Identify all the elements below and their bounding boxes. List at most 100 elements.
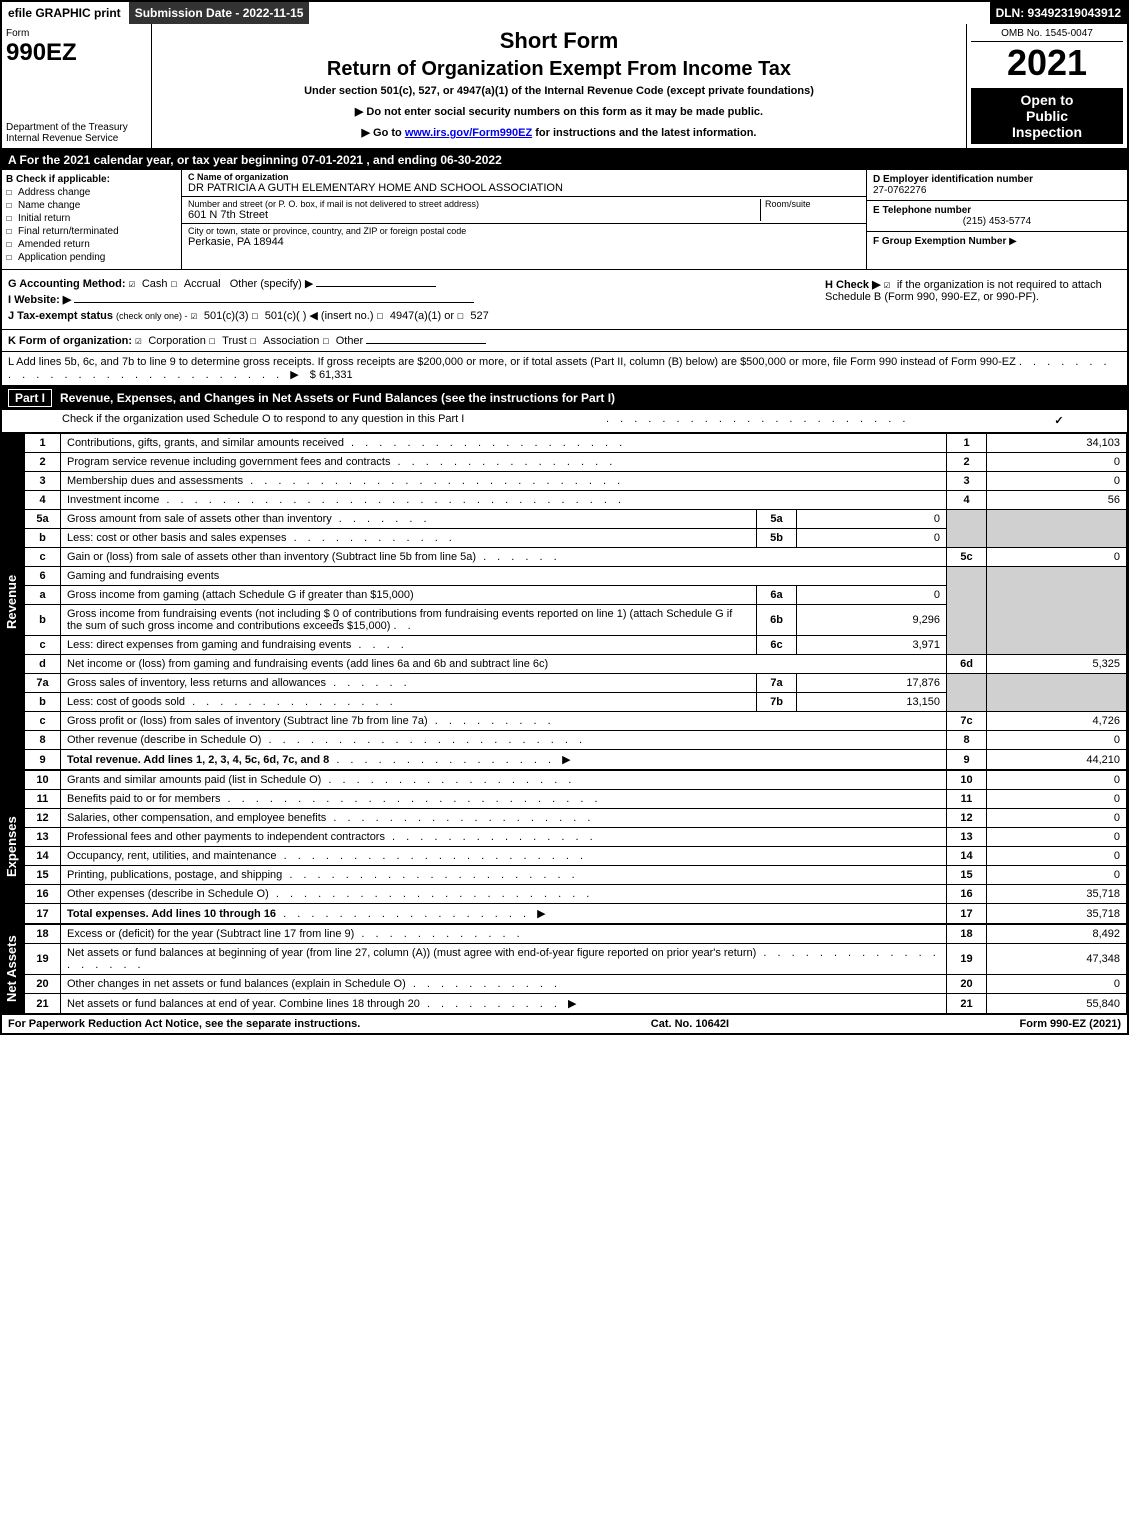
- l6a-subval: 0: [797, 586, 947, 605]
- l2-rval: 0: [987, 453, 1127, 472]
- l1-rnum: 1: [947, 434, 987, 453]
- section-l-amount: $ 61,331: [310, 369, 353, 381]
- section-f: F Group Exemption Number ▶: [867, 232, 1127, 251]
- section-j-note: (check only one) -: [116, 311, 188, 321]
- l8-dots: . . . . . . . . . . . . . . . . . . . . …: [261, 734, 586, 746]
- other-org-input[interactable]: [366, 343, 486, 344]
- section-k: K Form of organization: ☑ Corporation ☐ …: [2, 330, 1127, 352]
- l6d-rval: 5,325: [987, 655, 1127, 674]
- l6d-desc: Net income or (loss) from gaming and fun…: [61, 655, 947, 674]
- l14-rnum: 14: [947, 847, 987, 866]
- l8-rnum: 8: [947, 731, 987, 750]
- l4-rnum: 4: [947, 491, 987, 510]
- chk-other-org[interactable]: ☐: [322, 334, 335, 347]
- chk-assoc[interactable]: ☐: [250, 334, 263, 347]
- section-h-checkbox[interactable]: ☑: [884, 278, 897, 291]
- opt-other-org: Other: [336, 335, 364, 347]
- form-title: Return of Organization Exempt From Incom…: [160, 58, 958, 81]
- chk-501c[interactable]: ☐: [252, 309, 265, 322]
- chk-501c3[interactable]: ☑: [191, 309, 204, 322]
- form-label: Form: [6, 28, 147, 39]
- l5c-dots: . . . . . .: [476, 551, 561, 563]
- section-i-label: I Website: ▶: [8, 294, 71, 306]
- efile-print: efile GRAPHIC print: [2, 2, 129, 24]
- l6-shaded: [947, 567, 987, 655]
- opt-trust: Trust: [222, 335, 247, 347]
- warning-1: ▶ Do not enter social security numbers o…: [160, 105, 958, 118]
- chk-cash[interactable]: ☑: [129, 277, 142, 290]
- chk-initial[interactable]: ☐ Initial return: [6, 213, 177, 224]
- section-l-text: L Add lines 5b, 6c, and 7b to line 9 to …: [8, 356, 1016, 368]
- section-j-label: J Tax-exempt status: [8, 310, 113, 322]
- l7a-subnum: 7a: [757, 674, 797, 693]
- l5c-num: c: [25, 548, 61, 567]
- open-2: Public: [975, 108, 1119, 124]
- l16-rnum: 16: [947, 885, 987, 904]
- entity-right: D Employer identification number 27-0762…: [867, 170, 1127, 269]
- org-name-row: C Name of organization DR PATRICIA A GUT…: [182, 170, 866, 197]
- l20-desc: Other changes in net assets or fund bala…: [67, 978, 406, 990]
- l17-rval: 35,718: [987, 904, 1127, 924]
- warn2-suffix: for instructions and the latest informat…: [532, 127, 756, 139]
- l6c-num: c: [25, 636, 61, 655]
- l7c-dots: . . . . . . . . .: [428, 715, 555, 727]
- l11-rnum: 11: [947, 790, 987, 809]
- l4-num: 4: [25, 491, 61, 510]
- room-label: Room/suite: [765, 199, 860, 209]
- chk-address[interactable]: ☐ Address change: [6, 187, 177, 198]
- chk-corp[interactable]: ☑: [135, 334, 148, 347]
- chk-4947[interactable]: ☐: [377, 309, 390, 322]
- website-input[interactable]: [74, 302, 474, 303]
- l10-num: 10: [25, 771, 61, 790]
- l5ab-shaded-val: [987, 510, 1127, 548]
- line-10: 10 Grants and similar amounts paid (list…: [25, 771, 1127, 790]
- opt-corp: Corporation: [148, 335, 205, 347]
- open-3: Inspection: [975, 124, 1119, 140]
- chk-527[interactable]: ☐: [457, 309, 470, 322]
- l17-num: 17: [25, 904, 61, 924]
- l5a-num: 5a: [25, 510, 61, 529]
- chk-accrual[interactable]: ☐: [171, 277, 184, 290]
- l9-rnum: 9: [947, 750, 987, 770]
- l18-num: 18: [25, 925, 61, 944]
- section-h: H Check ▶ ☑ if the organization is not r…: [821, 274, 1121, 307]
- chk-trust[interactable]: ☐: [209, 334, 222, 347]
- l18-rnum: 18: [947, 925, 987, 944]
- l5c-rnum: 5c: [947, 548, 987, 567]
- l3-dots: . . . . . . . . . . . . . . . . . . . . …: [243, 475, 624, 487]
- meta-block: H Check ▶ ☑ if the organization is not r…: [2, 270, 1127, 330]
- org-name-label: C Name of organization: [188, 172, 860, 182]
- other-specify-input[interactable]: [316, 286, 436, 287]
- l11-num: 11: [25, 790, 61, 809]
- l19-rval: 47,348: [987, 944, 1127, 975]
- part1-check-text: Check if the organization used Schedule …: [62, 413, 464, 429]
- chk-name[interactable]: ☐ Name change: [6, 200, 177, 211]
- line-12: 12 Salaries, other compensation, and emp…: [25, 809, 1127, 828]
- l12-rnum: 12: [947, 809, 987, 828]
- chk-initial-label: Initial return: [18, 213, 70, 224]
- l1-num: 1: [25, 434, 61, 453]
- omb-number: OMB No. 1545-0047: [971, 28, 1123, 42]
- chk-pending[interactable]: ☐ Application pending: [6, 252, 177, 263]
- l19-num: 19: [25, 944, 61, 975]
- l5b-subnum: 5b: [757, 529, 797, 548]
- line-4: 4 Investment income . . . . . . . . . . …: [25, 491, 1127, 510]
- l6d-num: d: [25, 655, 61, 674]
- chk-final[interactable]: ☐ Final return/terminated: [6, 226, 177, 237]
- l16-rval: 35,718: [987, 885, 1127, 904]
- section-k-label: K Form of organization:: [8, 335, 132, 347]
- line-2: 2 Program service revenue including gove…: [25, 453, 1127, 472]
- dln: DLN: 93492319043912: [990, 2, 1127, 24]
- l7a-subval: 17,876: [797, 674, 947, 693]
- revenue-section: Revenue 1 Contributions, gifts, grants, …: [2, 433, 1127, 770]
- irs-link[interactable]: www.irs.gov/Form990EZ: [405, 127, 532, 139]
- part1-checkbox[interactable]: ✓: [1051, 413, 1067, 429]
- footer-right: Form 990-EZ (2021): [1020, 1018, 1121, 1030]
- l6a-num: a: [25, 586, 61, 605]
- l13-num: 13: [25, 828, 61, 847]
- part1-check-row: Check if the organization used Schedule …: [2, 410, 1127, 433]
- chk-final-label: Final return/terminated: [18, 226, 119, 237]
- l17-dots: . . . . . . . . . . . . . . . . . . ▶: [276, 908, 550, 920]
- l6c-desc: Less: direct expenses from gaming and fu…: [67, 639, 351, 651]
- chk-amended[interactable]: ☐ Amended return: [6, 239, 177, 250]
